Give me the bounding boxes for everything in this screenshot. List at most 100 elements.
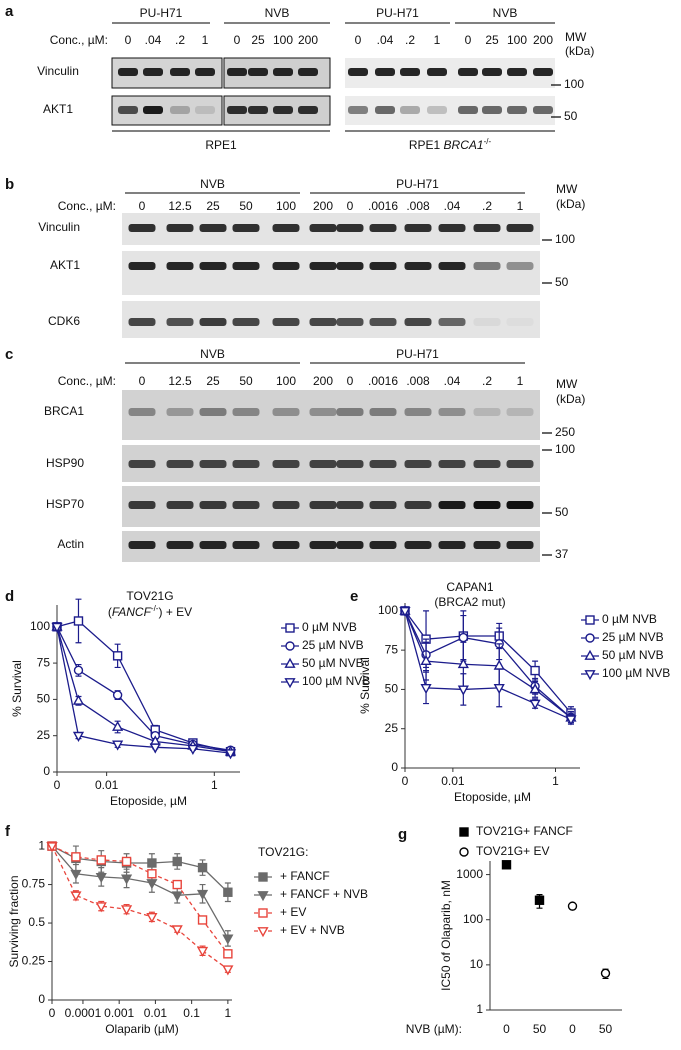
blot-band [166, 318, 194, 326]
blot-band [533, 68, 553, 76]
marker [121, 856, 132, 867]
conc-value: .04 [377, 33, 394, 47]
conc-value: .2 [175, 33, 185, 47]
mw-title: MW [556, 182, 578, 196]
y-tick-label: 75 [37, 655, 51, 669]
marker [530, 665, 540, 676]
conc-label: Conc., µM: [58, 374, 116, 388]
marker [171, 925, 183, 936]
conc-value: 100 [276, 374, 296, 388]
y-axis-label: Surviving fraction [7, 875, 21, 967]
series-line [404, 610, 572, 719]
marker [72, 731, 85, 742]
protein-label: CDK6 [48, 314, 80, 328]
blot-band [336, 408, 364, 416]
mw-value: 50 [555, 505, 569, 519]
y-tick-label: 10 [470, 957, 484, 971]
blot-band [128, 460, 156, 468]
blot-band [143, 68, 163, 76]
blot-band [375, 106, 395, 114]
blot-band [272, 224, 300, 232]
marker [112, 720, 124, 731]
legend-label: 25 µM NVB [302, 638, 364, 652]
cell-line-text: RPE1 [409, 138, 444, 152]
blot-band [309, 318, 337, 326]
blot-band [404, 541, 432, 549]
blot-band [199, 224, 227, 232]
blot-band [369, 541, 397, 549]
protein-label: AKT1 [43, 102, 73, 116]
conc-value: 0 [347, 374, 354, 388]
series-line [404, 610, 572, 720]
blot-band [170, 68, 190, 76]
conc-value: 200 [313, 199, 333, 213]
legend-marker [584, 670, 596, 681]
conc-value: 50 [239, 374, 253, 388]
blot-band [128, 541, 156, 549]
mw-title: (kDa) [565, 44, 594, 58]
blot-band [232, 541, 260, 549]
conc-value: .2 [405, 33, 415, 47]
x-tick-label: 50 [533, 1022, 547, 1036]
conc-value: 1 [517, 199, 524, 213]
series-line [404, 610, 572, 719]
conc-value: 12.5 [168, 374, 192, 388]
blot-band [166, 262, 194, 270]
legend-label: 50 µM NVB [602, 648, 664, 662]
mw-value: 50 [555, 275, 569, 289]
marker [399, 606, 411, 618]
legend-label: 100 µM NVB [302, 674, 370, 688]
legend-marker [585, 633, 595, 643]
legend-title: TOV21G: [258, 845, 308, 859]
panel-label: c [5, 346, 13, 363]
blot-band [248, 106, 268, 114]
legend-marker [285, 623, 295, 633]
subtitle-part: FANCF [112, 605, 152, 619]
blot-band [227, 106, 247, 114]
x-tick-label: 0.01 [441, 774, 465, 788]
conc-value: 25 [251, 33, 265, 47]
conc-value: 25 [206, 199, 220, 213]
y-axis-label: IC50 of Olaparib, nM [439, 880, 453, 991]
category-axis-label: NVB (µM): [406, 1022, 462, 1036]
chart-subtitle: (FANCF-/-) + EV [108, 604, 192, 620]
blot-band [272, 501, 300, 509]
cell-line-label: RPE1 BRCA1-/- [409, 137, 492, 153]
x-tick-label: 50 [599, 1022, 613, 1036]
blot-band [482, 106, 502, 114]
y-tick-label: 1 [38, 838, 45, 852]
marker [529, 699, 541, 710]
legend-label: + FANCF [280, 869, 330, 883]
mw-value: 100 [564, 77, 584, 91]
y-tick-label: 25 [37, 728, 51, 742]
marker [600, 968, 611, 979]
blot-band [199, 460, 227, 468]
blot-band [400, 106, 420, 114]
cell-line-sup: -/- [484, 137, 492, 146]
blot-band [458, 68, 478, 76]
blot-band [309, 224, 337, 232]
blot-band [336, 460, 364, 468]
y-tick-label: 100 [30, 619, 50, 633]
blot-band [348, 68, 368, 76]
marker [420, 654, 432, 666]
y-tick-label: 50 [37, 692, 51, 706]
legend-label: 25 µM NVB [602, 630, 664, 644]
conc-value: .04 [444, 199, 461, 213]
blot-band [473, 541, 501, 549]
legend-marker [459, 847, 469, 857]
marker [187, 744, 199, 756]
marker [172, 856, 182, 867]
group-label: PU-H71 [396, 347, 439, 361]
series-line [51, 845, 229, 939]
panel-label: g [398, 826, 407, 843]
mw-title: (kDa) [556, 197, 585, 211]
y-tick-label: 0 [43, 764, 50, 778]
x-tick-label: 1 [225, 1006, 232, 1020]
blot-band [195, 68, 215, 76]
conc-value: 1 [517, 374, 524, 388]
marker [73, 665, 84, 676]
blot-band [199, 408, 227, 416]
blot-band [128, 224, 156, 232]
blot-band [438, 460, 466, 468]
